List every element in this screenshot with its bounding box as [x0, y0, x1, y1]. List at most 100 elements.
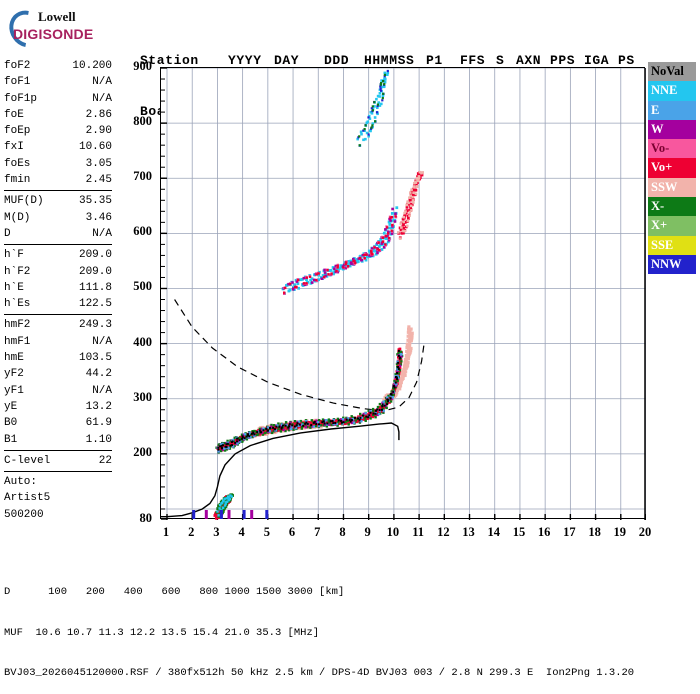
param-row-hf: h`F 209.0: [4, 247, 112, 263]
param-key: hmF1: [4, 335, 31, 348]
ionogram-plot-area[interactable]: [160, 67, 646, 520]
y-tick-80: 80: [139, 511, 153, 525]
param-value: 1.10: [85, 433, 112, 446]
param-row-d: D N/A: [4, 226, 112, 242]
param-value: 2.86: [85, 108, 112, 121]
param-row-yf1: yF1 N/A: [4, 383, 112, 399]
param-divider: [4, 190, 112, 192]
param-row-hme: hmE 103.5: [4, 350, 112, 366]
param-row-fof2: foF2 10.200: [4, 58, 112, 74]
param-value: 35.35: [78, 195, 112, 208]
footer-info: D 100 200 400 600 800 1000 1500 3000 [km…: [4, 559, 634, 694]
param-value: 3.46: [85, 211, 112, 224]
ionogram-parameter-panel: foF2 10.200 foF1 N/A foF1p N/A foE 2.86 foEp 2.90…: [4, 58, 112, 523]
legend-item-e[interactable]: E: [648, 100, 696, 120]
param-row-clevel: C-level 22: [4, 453, 112, 469]
param-value: 103.5: [78, 352, 112, 365]
legend-item-ssw[interactable]: SSW: [648, 177, 696, 198]
legend-label: SSE: [651, 237, 674, 252]
param-value: 61.9: [85, 417, 112, 430]
param-row-b0: B0 61.9: [4, 415, 112, 431]
x-tick-14: 14: [487, 525, 500, 539]
legend-item-x[interactable]: X-: [648, 197, 696, 217]
header-label-10: IGA: [584, 53, 610, 68]
legend-item-vo[interactable]: Vo-: [648, 139, 696, 159]
y-tick-900: 900: [133, 59, 152, 73]
legend-item-nnw[interactable]: NNW: [648, 254, 696, 275]
param-value: N/A: [92, 335, 112, 348]
x-tick-3: 3: [213, 525, 220, 539]
logo-lowell-text: Lowell: [38, 9, 76, 24]
param-row-foe: foE 2.86: [4, 107, 112, 123]
param-key: foF1: [4, 76, 31, 89]
param-key: h`Es: [4, 298, 31, 311]
auto-line-0: Auto:: [4, 476, 38, 489]
param-row-yf2: yF2 44.2: [4, 366, 112, 382]
legend-label: SSW: [651, 179, 678, 194]
footer-muf-row: MUF 10.6 10.7 11.3 12.2 13.5 15.4 21.0 3…: [4, 626, 320, 639]
param-divider: [4, 314, 112, 316]
param-key: h`F2: [4, 265, 31, 278]
polarization-direction-legend[interactable]: NoVal NNE E W Vo- Vo+ SSW X- X+ SSE NNW: [648, 62, 696, 275]
param-value: 2.90: [85, 125, 112, 138]
legend-item-x[interactable]: X+: [648, 216, 696, 236]
param-row-md: M(D) 3.46: [4, 210, 112, 226]
param-row-fof1: foF1 N/A: [4, 74, 112, 90]
x-tick-20: 20: [638, 525, 652, 539]
param-key: foEp: [4, 125, 31, 138]
header-label-9: PPS: [550, 53, 576, 68]
param-row-hmf1: hmF1 N/A: [4, 334, 112, 350]
param-key: fmin: [4, 174, 31, 187]
param-key: B0: [4, 417, 18, 430]
legend-item-vo[interactable]: Vo+: [648, 158, 696, 178]
x-tick-4: 4: [238, 525, 245, 539]
y-tick-200: 200: [133, 444, 152, 459]
logo-digisonde-text: DIGISONDE: [13, 26, 94, 42]
param-value: 3.05: [85, 157, 112, 170]
legend-label: W: [651, 121, 664, 136]
header-label-1: YYYY: [228, 53, 262, 68]
param-row-ye: yE 13.2: [4, 399, 112, 415]
header-label-4: HHMMSS: [364, 53, 415, 68]
x-tick-11: 11: [412, 525, 424, 539]
param-key: h`E: [4, 281, 24, 294]
param-value: N/A: [92, 227, 112, 240]
param-row-hf2: h`F2 209.0: [4, 264, 112, 280]
param-value: 22: [98, 454, 112, 467]
x-tick-16: 16: [537, 525, 551, 539]
param-row-foep: foEp 2.90: [4, 123, 112, 139]
legend-item-sse[interactable]: SSE: [648, 235, 696, 255]
param-key: yE: [4, 400, 18, 413]
x-tick-8: 8: [339, 525, 346, 539]
auto-line-1: Artist5: [4, 492, 51, 505]
y-tick-500: 500: [133, 279, 152, 294]
param-key: foEs: [4, 157, 31, 170]
param-value: 209.0: [78, 249, 112, 262]
param-key: hmE: [4, 352, 24, 365]
legend-item-w[interactable]: W: [648, 119, 696, 140]
x-tick-13: 13: [462, 525, 475, 539]
param-key: M(D): [4, 211, 31, 224]
param-key: B1: [4, 433, 18, 446]
legend-item-noval[interactable]: NoVal: [648, 62, 696, 82]
header-label-2: DAY: [274, 53, 300, 68]
param-value: 111.8: [78, 281, 112, 294]
param-value: N/A: [92, 92, 112, 105]
param-key: MUF(D): [4, 195, 44, 208]
legend-item-nne[interactable]: NNE: [648, 81, 696, 101]
x-tick-2: 2: [188, 525, 195, 539]
param-value: 209.0: [78, 265, 112, 278]
param-row-fxi: fxI 10.60: [4, 139, 112, 155]
x-tick-19: 19: [613, 525, 627, 539]
param-value: N/A: [92, 76, 112, 89]
param-row-foes: foEs 3.05: [4, 156, 112, 172]
param-key: D: [4, 227, 11, 240]
lowell-digisonde-logo: Lowell DIGISONDE: [2, 3, 118, 55]
footer-file-row: BVJ03_2026045120000.RSF / 380fx512h 50 k…: [4, 667, 635, 679]
param-divider: [4, 244, 112, 246]
param-row-he: h`E 111.8: [4, 280, 112, 296]
param-row-mufd: MUF(D) 35.35: [4, 193, 112, 209]
param-row-fmin: fmin 2.45: [4, 172, 112, 188]
legend-label: NNW: [651, 256, 682, 271]
x-tick-5: 5: [263, 525, 270, 539]
